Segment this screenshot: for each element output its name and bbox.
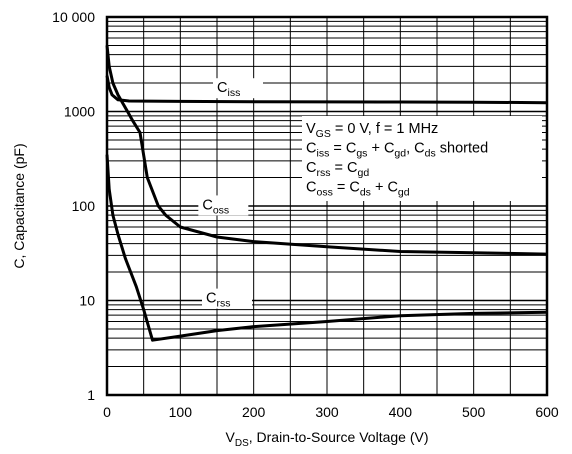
series-label-coss: Coss — [202, 197, 229, 216]
series-label-bg — [213, 78, 263, 99]
series-lines — [105, 45, 548, 342]
series-line-ciss — [105, 75, 548, 105]
x-tick-label: 600 — [535, 404, 559, 420]
y-tick-label: 1000 — [64, 104, 95, 120]
x-tick-label: 500 — [462, 404, 486, 420]
annotation-line: Coss = Cds + Cgd — [306, 180, 410, 199]
annotation-line: Ciss = Cgs + Cgd, Cds shorted — [306, 141, 488, 160]
y-tick-label: 1 — [87, 387, 95, 403]
series-label-ciss: Ciss — [217, 80, 240, 99]
x-axis-title: VDS, Drain-to-Source Voltage (V) — [226, 429, 429, 449]
annotation-bg — [302, 116, 542, 201]
y-tick-label: 100 — [72, 198, 96, 214]
x-tick-label: 400 — [389, 404, 413, 420]
annotation-line: Crss = Cgd — [306, 160, 369, 179]
y-tick-label: 10 — [79, 293, 95, 309]
tick-labels: 0 100 200 300 400 500 600 1 10 100 1000 10 000 — [52, 9, 559, 420]
x-tick-label: 0 — [103, 404, 111, 420]
axis-titles: VDS, Drain-to-Source Voltage (V) C, Capac… — [11, 143, 429, 449]
y-tick-label: 10 000 — [52, 9, 95, 25]
annotation-line: VGS = 0 V, f = 1 MHz — [306, 121, 438, 140]
series-label-crss: Crss — [206, 291, 230, 310]
y-axis-title: C, Capacitance (pF) — [11, 143, 27, 268]
x-tick-label: 300 — [315, 404, 339, 420]
series-label-bg — [198, 195, 249, 216]
series-line-coss — [105, 45, 548, 256]
x-tick-label: 200 — [242, 404, 266, 420]
series-line-crss — [105, 154, 548, 342]
x-tick-label: 100 — [169, 404, 193, 420]
plot-frame — [105, 15, 549, 397]
series-label-bg — [202, 288, 252, 309]
grid — [107, 17, 547, 395]
